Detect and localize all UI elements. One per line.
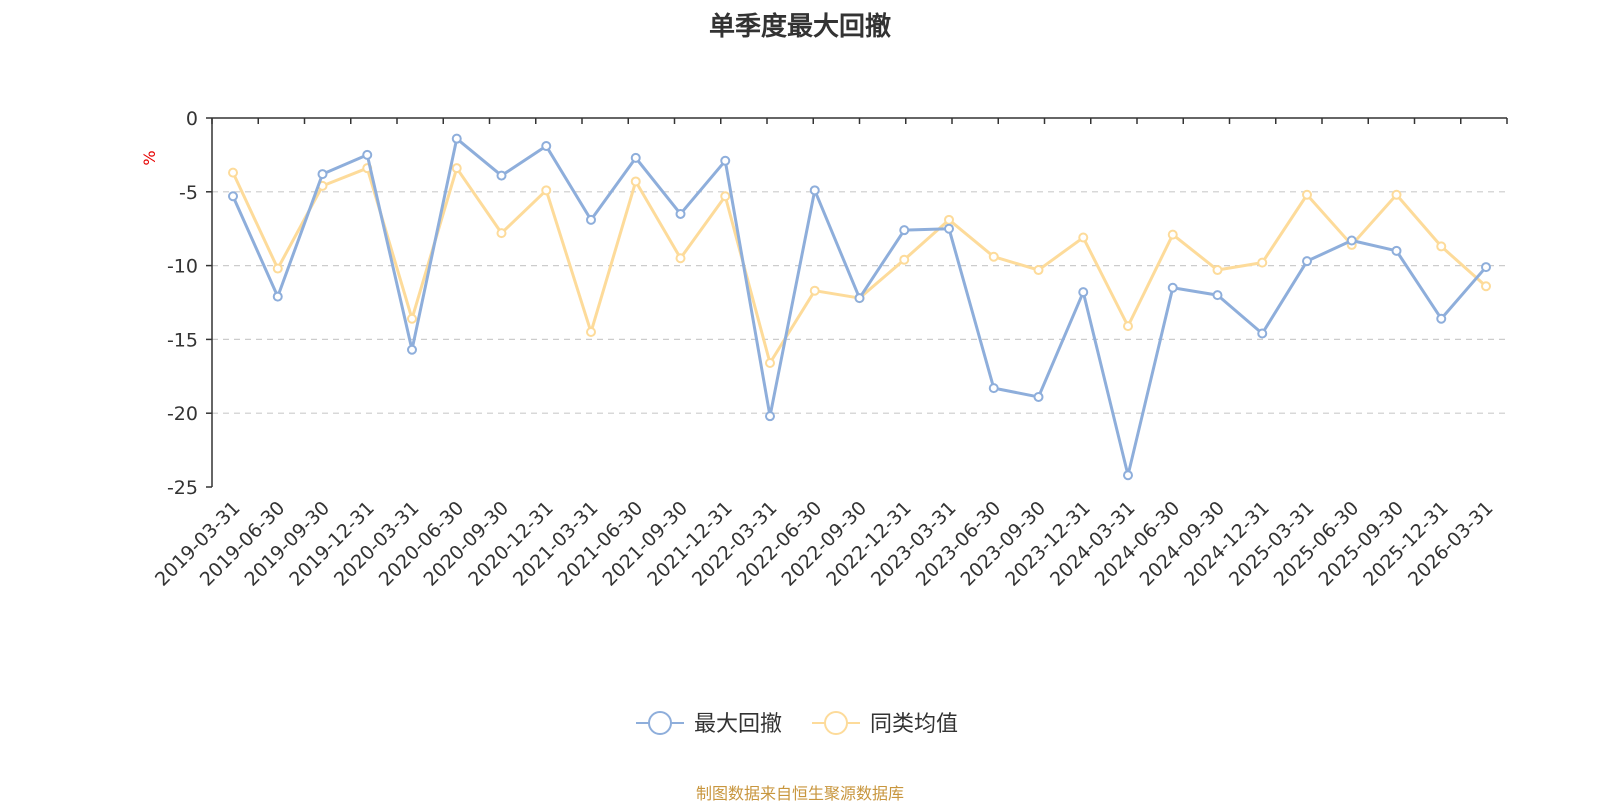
data-point — [1033, 391, 1044, 402]
data-point — [228, 167, 238, 178]
data-point — [1033, 265, 1044, 276]
data-point — [675, 208, 686, 219]
data-point — [944, 223, 954, 234]
data-point — [1436, 241, 1447, 252]
data-point — [1346, 235, 1357, 246]
data-point — [809, 285, 820, 296]
data-point — [1212, 290, 1223, 301]
grid-lines — [212, 191, 1507, 414]
legend-item-1[interactable]: 最大回撤 — [636, 711, 782, 737]
axes — [211, 117, 1508, 487]
data-point — [272, 263, 283, 274]
data-point — [1212, 265, 1223, 276]
y-tick-label: 0 — [186, 108, 198, 130]
series-group — [228, 133, 1491, 481]
data-point — [362, 149, 373, 160]
chart-title: 单季度最大回撤 — [708, 12, 891, 42]
y-axis-ticks: 0 -5 -10 -15 -20 -25 — [167, 108, 212, 499]
data-point — [496, 228, 507, 239]
y-tick-label: -25 — [167, 477, 198, 499]
data-point — [988, 251, 999, 262]
data-point — [317, 169, 328, 180]
data-point — [586, 214, 596, 225]
data-point — [944, 214, 954, 225]
data-point — [630, 152, 641, 163]
legend-label: 最大回撤 — [694, 712, 782, 737]
data-source-note: 制图数据来自恒生聚源数据库 — [695, 784, 904, 803]
series-1 — [228, 133, 1491, 481]
data-point — [720, 155, 731, 166]
data-point — [1123, 321, 1133, 332]
data-point — [1257, 328, 1268, 339]
data-point — [720, 191, 731, 202]
data-point — [1391, 245, 1402, 256]
x-axis-ticks: 2019-03-312019-06-302019-09-302019-12-31… — [151, 497, 1498, 591]
data-point — [541, 141, 552, 152]
data-point — [1167, 229, 1178, 240]
legend-item-2[interactable]: 同类均值 — [812, 711, 958, 737]
data-point — [1123, 470, 1133, 481]
data-point — [1302, 256, 1312, 267]
data-point — [1391, 189, 1402, 200]
y-tick-label: -15 — [167, 329, 198, 351]
data-point — [1167, 282, 1178, 293]
data-point — [765, 411, 775, 422]
data-point — [809, 185, 820, 196]
series-line — [231, 166, 1487, 365]
data-point — [1481, 262, 1491, 273]
data-point — [1257, 257, 1268, 268]
data-point — [541, 185, 552, 196]
data-point — [1302, 189, 1312, 200]
data-point — [586, 327, 596, 338]
data-point — [765, 358, 775, 369]
y-tick-label: -5 — [179, 182, 198, 204]
line-chart: 0 -5 -10 -15 -20 -25 2019-03-312019-06-302019… — [140, 108, 1508, 737]
data-point — [272, 291, 283, 302]
legend-label: 同类均值 — [870, 712, 958, 737]
series-line — [231, 137, 1488, 477]
y-tick-label: -10 — [167, 256, 198, 278]
data-point — [407, 313, 417, 324]
data-point — [899, 254, 910, 265]
data-point — [675, 253, 686, 264]
data-point — [1078, 287, 1089, 298]
legend-circle-icon — [824, 711, 848, 735]
series-2 — [228, 163, 1491, 369]
data-point — [496, 170, 507, 181]
data-point — [1078, 232, 1089, 243]
legend[interactable]: 最大回撤 同类均值 — [636, 711, 958, 737]
y-axis-unit-label: % — [140, 150, 159, 165]
y-tick-label: -20 — [167, 403, 198, 425]
data-point — [1436, 313, 1447, 324]
data-point — [1481, 281, 1491, 292]
data-point — [451, 133, 462, 144]
data-point — [988, 383, 999, 394]
data-point — [630, 176, 641, 187]
legend-circle-icon — [648, 711, 672, 735]
data-point — [407, 344, 417, 355]
data-point — [854, 293, 865, 304]
data-point — [451, 163, 462, 174]
data-point — [899, 225, 910, 236]
data-point — [228, 191, 238, 202]
